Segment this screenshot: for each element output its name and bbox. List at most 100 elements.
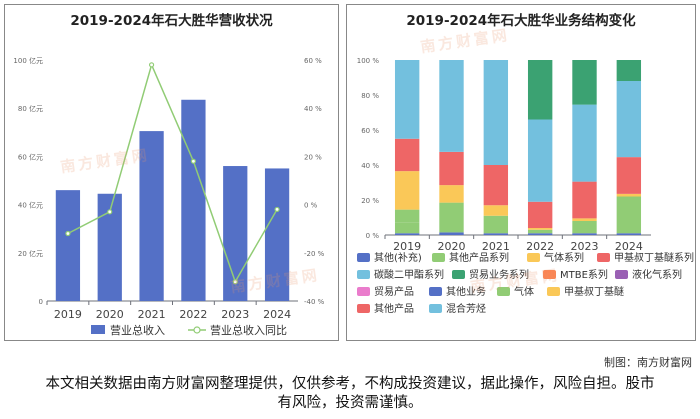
yoy-point (107, 209, 113, 215)
legend-swatch (429, 287, 442, 296)
stacked-segment (483, 233, 509, 235)
structure-chart-panel: 2019-2024年石大胜华业务结构变化 0 % 20 % 40 % 60 % 80 %… (346, 4, 696, 341)
x-axis-tick-label: 2020 (438, 240, 466, 253)
legend-label: 贸易产品 (374, 285, 414, 298)
y-axis-tick-label: 80 % (361, 92, 379, 100)
stacked-segment (394, 222, 420, 234)
x-axis-tick-label: 2021 (138, 308, 166, 321)
x-axis-tick-label: 2024 (263, 308, 291, 321)
legend-label-revenue: 营业总收入 (110, 323, 165, 337)
stacked-segment (394, 209, 420, 223)
legend-swatch (615, 270, 628, 279)
revenue-bar (181, 99, 206, 301)
legend-label: 气体 (514, 285, 534, 298)
legend-swatch-yoy-marker (193, 326, 201, 334)
x-axis-tick-label: 2022 (179, 308, 207, 321)
y-axis-right-tick-label: -40 % (304, 298, 325, 306)
structure-chart-title: 2019-2024年石大胜华业务结构变化 (406, 13, 636, 29)
x-axis-tick-label: 2024 (615, 240, 643, 253)
stacked-segment (394, 60, 420, 139)
y-axis-tick-label: 20 % (361, 197, 379, 205)
stacked-segment (616, 60, 642, 81)
stacked-segment (394, 138, 420, 172)
stacked-segment (439, 232, 464, 235)
stacked-segment (616, 157, 642, 194)
legend-swatch (429, 304, 442, 313)
stacked-segment (572, 221, 597, 234)
stacked-segment (527, 201, 553, 228)
stacked-segment (527, 228, 553, 230)
stacked-segment (527, 229, 553, 234)
y-axis-left-tick-label: 80 亿元 (18, 104, 43, 113)
stacked-segment (483, 205, 509, 216)
legend-swatch (543, 270, 556, 279)
stacked-segment (572, 104, 597, 182)
stacked-segment (394, 233, 420, 235)
stacked-segment (483, 165, 509, 206)
y-axis-right-tick-label: 20 % (304, 153, 322, 161)
legend-swatch (527, 253, 540, 262)
stacked-segment (572, 233, 597, 235)
y-axis-right-tick-label: 40 % (304, 105, 322, 113)
stacked-segment (616, 193, 642, 197)
legend-label: 其他产品 (374, 302, 414, 315)
legend-swatch (432, 253, 445, 262)
y-axis-tick-label: 40 % (361, 162, 379, 170)
x-axis-tick-label: 2020 (96, 308, 124, 321)
legend-swatch (497, 287, 510, 296)
y-axis-left-tick-label: 40 亿元 (18, 201, 43, 210)
revenue-bar (139, 131, 164, 301)
y-axis-tick-label: 0 % (366, 232, 380, 240)
yoy-point (190, 158, 197, 164)
y-axis-right-tick-label: 60 % (304, 57, 322, 65)
stacked-segment (439, 202, 464, 233)
legend-swatch (597, 253, 610, 262)
legend-label: 甲基叔丁基醚系列 (614, 251, 694, 264)
legend-label: 其他(补充) (374, 251, 422, 264)
legend-label: 碳酸二甲酯系列 (374, 268, 444, 281)
legend-swatch (357, 304, 370, 313)
y-axis-tick-label: 60 % (361, 127, 379, 135)
revenue-chart-svg: 0 20 亿元 40 亿元 60 亿元 80 亿元 100 亿元 -40 % -20 % 0 %… (13, 56, 325, 337)
stacked-segment (572, 181, 597, 219)
stacked-segment (439, 60, 464, 152)
yoy-point (65, 230, 71, 237)
legend-label: 混合芳烃 (446, 302, 486, 315)
y-axis-left-tick-label: 0 (39, 298, 43, 306)
revenue-bar (55, 190, 81, 301)
x-axis-tick-label: 2022 (526, 240, 554, 253)
revenue-chart-panel: 2019-2024年石大胜华营收状况 0 20 亿元 40 亿元 60 亿元 80 亿元… (4, 4, 339, 341)
legend-label: 贸易业务系列 (469, 268, 529, 281)
disclaimer-text: 本文相关数据由南方财富网整理提供，仅供参考，不构成投资建议，据此操作，风险自担。… (45, 376, 655, 411)
yoy-point (148, 62, 155, 68)
y-axis-right-tick-label: -20 % (304, 250, 325, 258)
structure-chart-svg: 0 % 20 % 40 % 60 % 80 % 100 % 2019 2020 2021 2022… (357, 57, 694, 315)
x-axis-tick-label: 2023 (221, 308, 249, 321)
stacked-segment (394, 171, 420, 210)
legend-label: 液化气系列 (632, 268, 682, 281)
legend-label: 其他产品系列 (449, 251, 509, 264)
legend-swatch (452, 270, 465, 279)
y-axis-left-tick-label: 20 亿元 (18, 249, 43, 258)
stacked-segment (527, 60, 553, 120)
stacked-segment (616, 233, 642, 235)
y-axis-left-tick-label: 60 亿元 (18, 152, 43, 161)
y-axis-right-tick-label: 0 % (304, 202, 318, 210)
legend-label: 气体系列 (544, 251, 584, 264)
legend-swatch-revenue (91, 325, 105, 334)
legend-swatch (547, 287, 560, 296)
stacked-segment (483, 215, 509, 234)
stacked-segment (572, 218, 597, 221)
stacked-segment (439, 185, 464, 203)
stacked-segment (527, 233, 553, 235)
legend-label: 甲基叔丁基醚 (564, 285, 624, 298)
yoy-line (67, 62, 278, 284)
stacked-segment (616, 81, 642, 158)
revenue-chart-title: 2019-2024年石大胜华营收状况 (70, 13, 273, 29)
x-axis-tick-label: 2019 (393, 240, 421, 253)
x-axis-tick-label: 2021 (482, 240, 510, 253)
revenue-bar (264, 168, 290, 301)
legend-label: MTBE系列 (560, 268, 608, 281)
stacked-segment (616, 196, 642, 234)
y-axis-left-tick-label: 100 亿元 (13, 56, 43, 65)
